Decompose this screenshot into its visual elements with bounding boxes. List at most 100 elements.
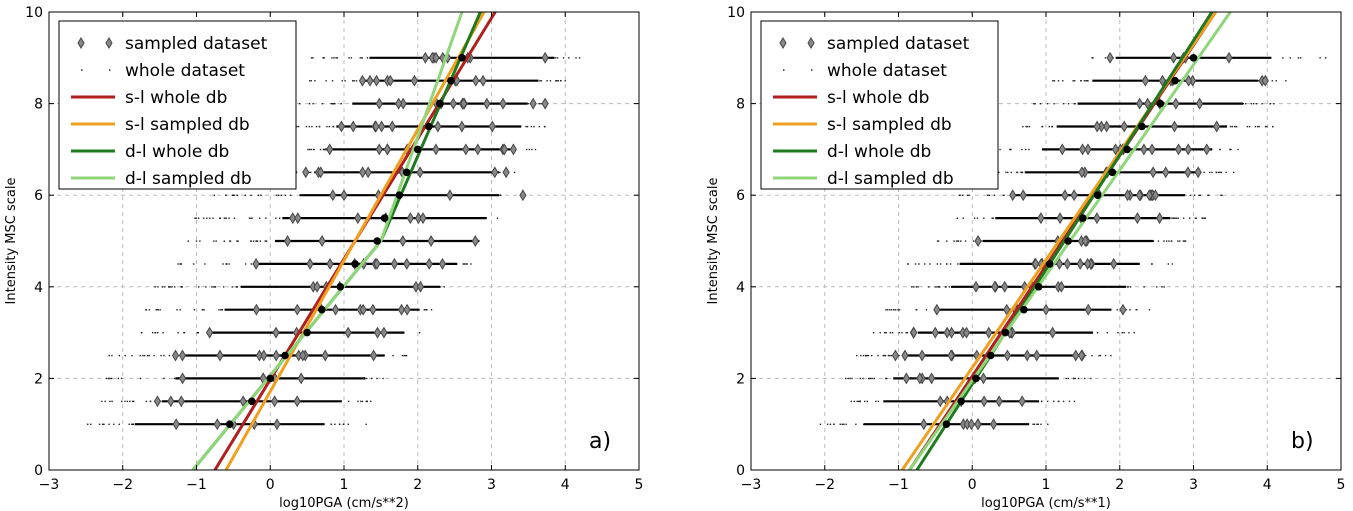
whole-dataset-point <box>403 354 405 357</box>
whole-dataset-point <box>562 57 565 59</box>
whole-dataset-point <box>222 263 224 265</box>
sampled-dataset-point <box>438 257 447 270</box>
panel-label: b) <box>1291 429 1314 454</box>
sampled-dataset-point <box>321 349 329 362</box>
whole-dataset-point <box>250 263 253 265</box>
sampled-dataset-point <box>177 395 185 408</box>
sampled-dataset-point <box>272 326 280 339</box>
whole-dataset-point <box>1208 194 1210 196</box>
x-tick-label: 5 <box>635 477 644 493</box>
whole-dataset-point <box>1028 125 1031 128</box>
whole-dataset-point <box>174 286 176 288</box>
whole-dataset-point <box>1034 103 1036 105</box>
whole-dataset-point <box>405 354 408 357</box>
whole-dataset-point <box>1271 80 1274 82</box>
sampled-dataset-point <box>1195 97 1204 110</box>
whole-dataset-point <box>90 423 92 425</box>
x-tick-label: 5 <box>1337 477 1346 493</box>
whole-dataset-point <box>1266 125 1268 128</box>
whole-dataset-point <box>308 148 311 151</box>
whole-dataset-point <box>1248 125 1251 128</box>
sampled-dataset-point <box>1170 51 1178 64</box>
whole-dataset-point <box>236 194 238 196</box>
whole-dataset-point <box>1203 217 1206 219</box>
whole-dataset-point <box>162 332 164 334</box>
sampled-dataset-point <box>947 349 955 362</box>
whole-dataset-point <box>111 400 113 403</box>
whole-dataset-point <box>528 148 531 151</box>
whole-dataset-point <box>1077 377 1080 380</box>
whole-dataset-point <box>862 423 865 425</box>
sampled-dataset-point <box>377 120 386 133</box>
sampled-dataset-point <box>918 349 926 362</box>
sampled-dataset-point <box>1123 189 1132 202</box>
whole-dataset-point <box>1177 240 1179 242</box>
whole-dataset-point <box>312 57 314 59</box>
whole-dataset-point <box>225 217 227 219</box>
whole-dataset-point <box>557 80 560 82</box>
whole-dataset-point <box>163 354 165 357</box>
whole-dataset-point <box>308 103 311 105</box>
y-tick-label: 10 <box>727 5 745 21</box>
whole-dataset-point <box>1177 217 1179 219</box>
whole-dataset-point <box>1220 171 1223 174</box>
x-tick-label: 4 <box>561 477 570 493</box>
legend: sampled dataset whole dataset s-l whole db… <box>58 20 297 190</box>
whole-dataset-point <box>311 125 313 128</box>
whole-dataset-point <box>841 423 843 425</box>
whole-dataset-point <box>365 400 367 403</box>
whole-dataset-point <box>1085 80 1087 82</box>
whole-dataset-point <box>1182 240 1184 242</box>
sampled-dataset-point <box>153 395 162 408</box>
sampled-dataset-point <box>329 189 337 202</box>
whole-dataset-point <box>499 171 501 174</box>
whole-dataset-point <box>864 354 867 357</box>
sampled-dataset-point <box>462 143 470 156</box>
whole-dataset-point <box>101 400 103 403</box>
whole-dataset-point <box>1215 171 1217 174</box>
whole-dataset-point <box>296 125 298 128</box>
whole-dataset-point <box>917 286 919 288</box>
whole-dataset-point <box>873 377 875 380</box>
x-tick-label: 1 <box>1042 477 1051 493</box>
whole-dataset-point <box>1157 240 1160 242</box>
sampled-dataset-point <box>272 349 280 362</box>
sampled-dataset-point <box>1063 257 1071 270</box>
sampled-dataset-point <box>985 326 993 339</box>
whole-dataset-point <box>1230 148 1232 151</box>
sampled-dataset-point <box>318 235 326 247</box>
whole-dataset-point <box>1123 332 1125 334</box>
whole-dataset-point <box>937 240 940 242</box>
whole-dataset-point <box>376 377 378 380</box>
whole-dataset-point <box>212 217 214 219</box>
whole-dataset-point <box>109 400 111 403</box>
whole-dataset-point <box>236 286 238 288</box>
whole-dataset-point <box>206 217 208 219</box>
whole-dataset-point <box>887 354 890 357</box>
sampled-dataset-point <box>980 395 988 408</box>
whole-dataset-point <box>1048 125 1050 128</box>
whole-dataset-point <box>958 194 961 196</box>
mean-point <box>225 420 234 429</box>
whole-dataset-point <box>218 309 220 311</box>
sampled-dataset-point <box>1078 166 1086 179</box>
whole-dataset-point <box>462 263 464 265</box>
whole-dataset-point <box>1117 332 1119 334</box>
whole-dataset-point <box>1021 171 1023 174</box>
whole-dataset-point <box>252 240 255 242</box>
whole-dataset-point <box>945 240 948 242</box>
whole-dataset-point <box>338 423 341 425</box>
sampled-dataset-point <box>1133 212 1141 225</box>
whole-dataset-point <box>918 263 920 265</box>
whole-dataset-point <box>884 332 886 334</box>
sampled-dataset-point <box>1213 120 1221 133</box>
sampled-dataset-point <box>1093 120 1101 133</box>
whole-dataset-point <box>962 217 964 219</box>
sampled-dataset-point <box>299 349 307 362</box>
whole-dataset-point <box>310 148 312 151</box>
whole-dataset-point <box>1033 103 1035 105</box>
whole-dataset-point <box>222 286 225 288</box>
y-tick-label: 6 <box>34 188 43 204</box>
sampled-dataset-point <box>1061 189 1069 202</box>
whole-dataset-point <box>1106 332 1109 334</box>
